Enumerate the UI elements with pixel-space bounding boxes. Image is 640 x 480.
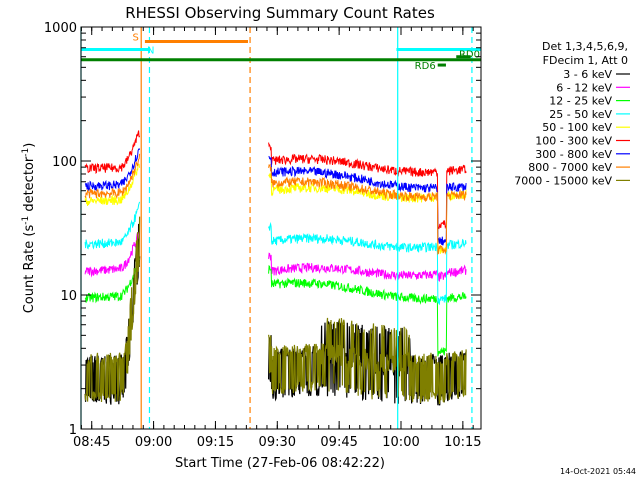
series-line-post-3 <box>268 264 467 357</box>
series-line-post-8 <box>268 163 467 255</box>
series-line-post-2 <box>268 252 467 282</box>
interval-label-rd6: RD6 <box>415 61 436 72</box>
y-tick-label-4: 1000 <box>44 21 77 36</box>
axes: 08:45 09:00 09:15 09:30 09:45 10:00 10:15 1 10 10… <box>44 21 482 450</box>
x-tick-label-4: 09:30 <box>259 435 296 450</box>
chart-title: RHESSI Observing Summary Count Rates <box>125 4 435 22</box>
plot-frame <box>80 26 482 430</box>
y-axis-label-mid: detector <box>22 156 37 216</box>
x-tick-label-3: 09:15 <box>197 435 234 450</box>
y-axis-label-sup2: -1 <box>21 148 31 157</box>
x-tick-label-5: 09:45 <box>320 435 357 450</box>
series-line-pre-3 <box>84 257 141 304</box>
legend-header-line-2: FDecim 1, Att 0 <box>543 54 628 67</box>
legend-header-line-1: Det 1,3,4,5,6,9, <box>542 40 628 53</box>
legend-label-9: 7000 - 15000 keV <box>514 174 612 187</box>
legend-label-3: 12 - 25 keV <box>549 95 612 108</box>
legend: Det 1,3,4,5,6,9, FDecim 1, Att 0 3 - 6 k… <box>514 40 630 187</box>
legend-label-7: 300 - 800 keV <box>535 148 612 161</box>
legend-label-8: 800 - 7000 keV <box>528 161 612 174</box>
series-line-pre-8 <box>84 153 141 200</box>
y-axis-label-main: Count Rate (s <box>22 225 37 314</box>
series-line-pre-6 <box>84 130 141 175</box>
series-line-pre-5 <box>84 163 141 207</box>
y-axis-label: Count Rate (s-1 detector-1) <box>21 143 37 314</box>
series-line-pre-4 <box>84 201 141 250</box>
timestamp: 14-Oct-2021 05:44 <box>560 467 636 476</box>
legend-label-6: 100 - 300 keV <box>535 135 612 148</box>
legend-label-4: 25 - 50 keV <box>549 108 612 121</box>
legend-label-2: 6 - 12 keV <box>556 81 612 94</box>
interval-label-s: S <box>133 32 139 43</box>
y-tick-label-2: 10 <box>60 289 77 304</box>
y-axis-label-end: ) <box>22 143 37 148</box>
series-line-pre-7 <box>84 147 141 192</box>
interval-label-n: N <box>147 45 154 56</box>
y-tick-label-1: 1 <box>69 423 77 438</box>
series-line-pre-9 <box>84 216 141 403</box>
legend-label-1: 3 - 6 keV <box>563 68 612 81</box>
x-tick-label-1: 08:45 <box>73 435 110 450</box>
series-line-post-7 <box>268 155 467 246</box>
x-axis-label: Start Time (27-Feb-06 08:42:22) <box>175 456 385 471</box>
series-line-post-6 <box>268 142 467 230</box>
y-tick-label-3: 100 <box>52 155 77 170</box>
legend-label-5: 50 - 100 keV <box>542 121 612 134</box>
interval-label-rd0: RD0 <box>459 50 480 61</box>
y-axis-label-sup: -1 <box>21 216 31 225</box>
x-tick-label-7: 10:15 <box>444 435 481 450</box>
x-tick-label-6: 10:00 <box>382 435 419 450</box>
series-line-pre-2 <box>84 231 140 278</box>
series-line-post-4 <box>268 221 467 306</box>
plot-area: SN RD0 RD6 <box>80 27 481 429</box>
series-line-post-5 <box>268 172 467 254</box>
x-tick-label-2: 09:00 <box>135 435 172 450</box>
series-line-post-9 <box>268 317 467 405</box>
